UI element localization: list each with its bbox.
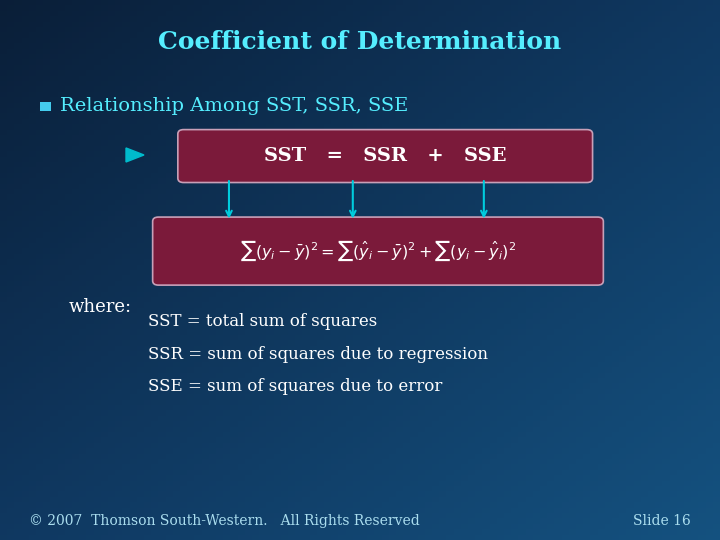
Text: SSE = sum of squares due to error: SSE = sum of squares due to error	[148, 378, 442, 395]
Polygon shape	[126, 148, 144, 162]
Text: where:: where:	[68, 298, 132, 316]
Text: © 2007  Thomson South-Western.   All Rights Reserved: © 2007 Thomson South-Western. All Rights…	[29, 514, 420, 528]
Text: $\sum(y_i - \bar{y})^2 = \sum(\hat{y}_i - \bar{y})^2 + \sum(y_i - \hat{y}_i)^2$: $\sum(y_i - \bar{y})^2 = \sum(\hat{y}_i …	[240, 239, 516, 263]
Text: Relationship Among SST, SSR, SSE: Relationship Among SST, SSR, SSE	[60, 97, 408, 116]
Text: Coefficient of Determination: Coefficient of Determination	[158, 30, 562, 53]
Text: SST   =   SSR   +   SSE: SST = SSR + SSE	[264, 147, 506, 165]
FancyBboxPatch shape	[178, 130, 593, 183]
Text: SST = total sum of squares: SST = total sum of squares	[148, 313, 377, 330]
Text: SSR = sum of squares due to regression: SSR = sum of squares due to regression	[148, 346, 487, 362]
Text: Slide 16: Slide 16	[634, 514, 691, 528]
Bar	[40, 102, 51, 111]
FancyBboxPatch shape	[153, 217, 603, 285]
